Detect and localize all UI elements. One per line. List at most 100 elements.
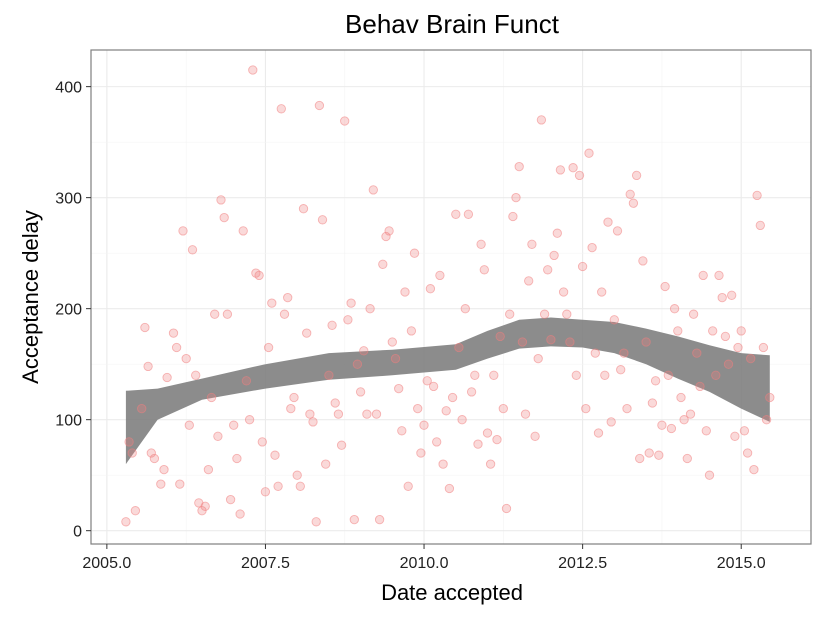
y-tick-label: 0 bbox=[73, 524, 82, 541]
y-tick-label: 300 bbox=[55, 191, 82, 208]
data-point bbox=[470, 370, 480, 380]
data-point bbox=[527, 239, 537, 249]
data-point bbox=[267, 298, 277, 308]
data-point bbox=[390, 353, 401, 364]
data-point bbox=[451, 209, 461, 219]
data-point bbox=[270, 450, 280, 460]
data-point bbox=[340, 116, 350, 126]
data-point bbox=[187, 245, 198, 255]
data-point bbox=[219, 212, 229, 223]
data-point bbox=[755, 220, 765, 231]
data-point bbox=[606, 417, 616, 427]
data-point bbox=[714, 270, 724, 281]
data-point bbox=[492, 434, 502, 445]
data-point bbox=[308, 417, 318, 427]
data-point bbox=[403, 481, 413, 491]
data-point bbox=[371, 409, 382, 419]
data-point bbox=[454, 342, 464, 353]
data-point bbox=[761, 415, 772, 425]
data-point bbox=[378, 259, 388, 269]
data-point bbox=[168, 328, 179, 338]
data-point bbox=[336, 440, 347, 450]
data-point bbox=[717, 292, 727, 303]
data-point bbox=[457, 415, 467, 425]
data-point bbox=[584, 148, 594, 158]
data-point bbox=[530, 431, 540, 441]
chart-title: Behav Brain Funct bbox=[345, 9, 560, 39]
data-point bbox=[295, 481, 305, 491]
data-point bbox=[555, 165, 566, 175]
data-point bbox=[156, 479, 166, 489]
data-point bbox=[695, 381, 705, 392]
data-point bbox=[597, 287, 607, 297]
data-point bbox=[178, 226, 188, 236]
data-point bbox=[416, 448, 426, 458]
data-point bbox=[736, 326, 746, 336]
data-point bbox=[397, 426, 407, 436]
data-point bbox=[143, 361, 153, 372]
data-point bbox=[286, 403, 296, 414]
data-point bbox=[758, 342, 769, 353]
data-point bbox=[701, 426, 711, 436]
data-point bbox=[238, 226, 248, 236]
data-point bbox=[435, 270, 445, 281]
data-point bbox=[603, 217, 613, 227]
data-point bbox=[374, 514, 385, 525]
data-point bbox=[184, 420, 194, 430]
data-point bbox=[381, 231, 391, 242]
data-point bbox=[146, 448, 156, 458]
data-point bbox=[130, 506, 141, 516]
data-point bbox=[413, 403, 423, 414]
data-point bbox=[612, 226, 623, 236]
ticks: 2005.0 2007.5 2010.0 2012.5 2015.0 0 100 200 300… bbox=[55, 80, 765, 572]
data-point bbox=[708, 326, 718, 336]
data-point bbox=[727, 290, 737, 300]
data-point bbox=[568, 163, 578, 173]
data-point bbox=[425, 284, 436, 294]
data-point bbox=[137, 403, 147, 414]
data-point bbox=[517, 337, 528, 347]
data-point bbox=[213, 431, 223, 441]
data-point bbox=[552, 228, 562, 238]
data-point bbox=[298, 204, 309, 214]
data-point bbox=[127, 448, 137, 458]
data-point bbox=[641, 337, 651, 347]
data-point bbox=[289, 392, 299, 403]
data-point bbox=[162, 372, 172, 383]
data-point bbox=[543, 265, 553, 275]
data-point bbox=[720, 331, 731, 342]
data-point bbox=[175, 479, 185, 489]
data-point bbox=[644, 448, 654, 458]
data-point bbox=[765, 392, 775, 403]
data-point bbox=[498, 403, 508, 414]
data-point bbox=[232, 453, 242, 464]
data-point bbox=[660, 281, 670, 292]
data-point bbox=[485, 459, 496, 469]
data-point bbox=[682, 453, 692, 464]
y-tick-label: 200 bbox=[55, 302, 82, 319]
data-point bbox=[355, 387, 366, 397]
data-point bbox=[558, 287, 569, 297]
data-point bbox=[428, 381, 439, 392]
data-point bbox=[254, 270, 264, 281]
x-tick-label: 2005.0 bbox=[82, 555, 131, 572]
data-point bbox=[438, 459, 448, 469]
data-point bbox=[257, 437, 267, 447]
data-point bbox=[711, 370, 721, 380]
data-point bbox=[616, 365, 626, 375]
data-point bbox=[463, 209, 474, 219]
data-point bbox=[466, 387, 477, 397]
data-point bbox=[321, 459, 331, 469]
data-point bbox=[625, 189, 635, 199]
data-point bbox=[723, 359, 734, 369]
plot-panel bbox=[91, 50, 811, 544]
data-point bbox=[514, 161, 524, 172]
data-point bbox=[473, 439, 483, 449]
data-point bbox=[619, 348, 629, 358]
x-tick-label: 2012.5 bbox=[558, 555, 607, 572]
data-point bbox=[263, 342, 274, 353]
data-point bbox=[666, 423, 677, 434]
smooth-confidence-band bbox=[125, 317, 770, 465]
data-point bbox=[546, 335, 556, 345]
